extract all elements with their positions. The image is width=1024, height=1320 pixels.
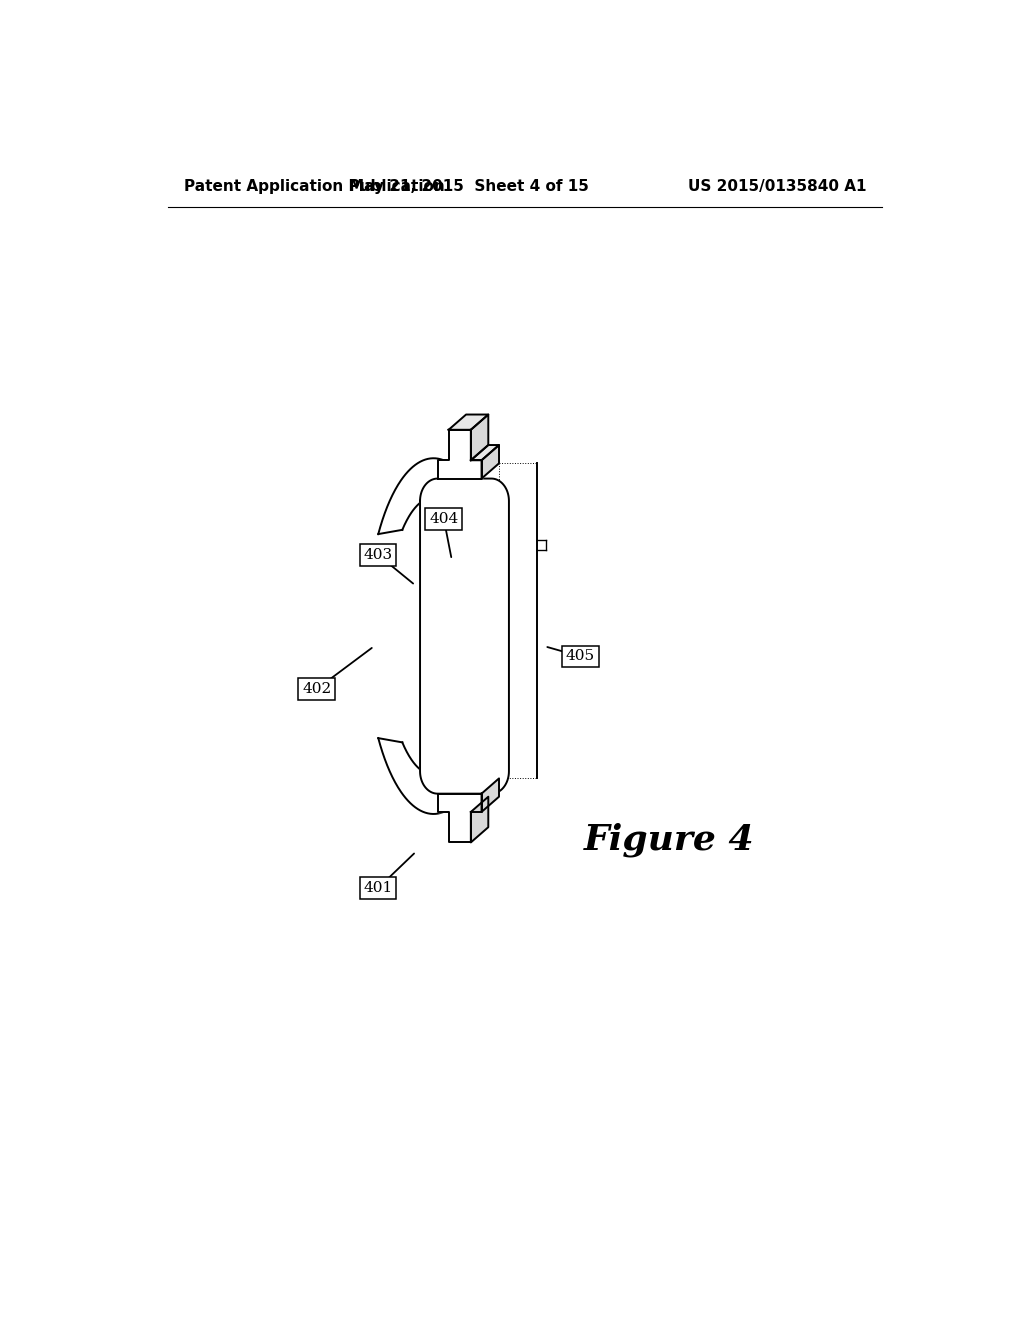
Text: 401: 401 <box>364 882 392 895</box>
Polygon shape <box>471 445 499 461</box>
Text: 402: 402 <box>302 682 332 696</box>
Polygon shape <box>438 793 481 842</box>
Polygon shape <box>481 445 499 479</box>
Text: US 2015/0135840 A1: US 2015/0135840 A1 <box>687 180 866 194</box>
Text: Figure 4: Figure 4 <box>585 822 755 857</box>
Text: 405: 405 <box>566 649 595 664</box>
Polygon shape <box>420 479 509 793</box>
Polygon shape <box>438 430 481 479</box>
Polygon shape <box>481 779 499 812</box>
Polygon shape <box>449 414 488 430</box>
Text: Patent Application Publication: Patent Application Publication <box>183 180 444 194</box>
Text: 403: 403 <box>364 548 392 562</box>
Polygon shape <box>471 414 488 461</box>
Text: May 21, 2015  Sheet 4 of 15: May 21, 2015 Sheet 4 of 15 <box>349 180 589 194</box>
Text: 404: 404 <box>429 512 459 527</box>
Polygon shape <box>471 797 488 842</box>
